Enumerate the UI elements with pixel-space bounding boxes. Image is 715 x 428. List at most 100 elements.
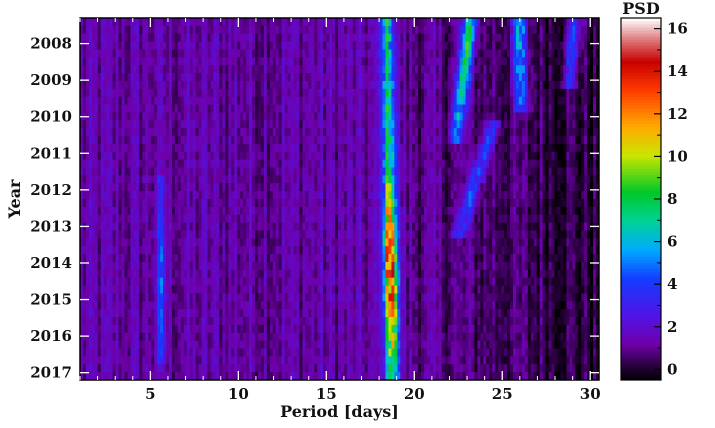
heatmap-cell [329, 104, 333, 113]
heatmap-cell [204, 25, 208, 35]
heatmap-cell [400, 183, 404, 192]
heatmap-cell [557, 151, 561, 161]
heatmap-cell [222, 33, 226, 43]
heatmap-cell [539, 167, 544, 176]
heatmap-cell [492, 159, 496, 168]
heatmap-cell [444, 167, 449, 176]
heatmap-cell [213, 120, 217, 129]
heatmap-cell [340, 214, 345, 224]
heatmap-cell [275, 41, 280, 50]
heatmap-cell [504, 57, 508, 66]
heatmap-cell [512, 214, 517, 224]
heatmap-cell [438, 191, 443, 200]
heatmap-cell [587, 159, 591, 168]
heatmap-cell [379, 25, 383, 35]
heatmap-cell [249, 112, 253, 121]
heatmap-cell [510, 175, 514, 184]
heatmap-cell [192, 88, 197, 98]
heatmap-cell [174, 25, 179, 35]
heatmap-cell [88, 49, 93, 58]
heatmap-cell [145, 33, 149, 43]
heatmap-cell [426, 73, 431, 82]
heatmap-cell [340, 175, 345, 184]
heatmap-cell [335, 222, 339, 231]
heatmap-cell [290, 230, 294, 239]
heatmap-cell [151, 238, 155, 247]
heatmap-cell [299, 112, 303, 121]
heatmap-cell [166, 73, 170, 82]
heatmap-cell [572, 65, 576, 74]
heatmap-cell [317, 112, 321, 121]
heatmap-cell [545, 214, 549, 224]
heatmap-cell [397, 128, 401, 137]
heatmap-cell [536, 18, 541, 27]
heatmap-cell [118, 57, 122, 66]
heatmap-cell [483, 143, 487, 153]
heatmap-cell [290, 136, 294, 145]
heatmap-cell [237, 143, 241, 153]
heatmap-cell [260, 199, 265, 208]
heatmap-cell [367, 96, 372, 105]
heatmap-cell [112, 191, 116, 200]
heatmap-cell [569, 136, 573, 145]
heatmap-cell [447, 41, 452, 50]
heatmap-cell [94, 214, 99, 224]
heatmap-cell [575, 80, 579, 90]
heatmap-cell [234, 183, 238, 192]
heatmap-cell [477, 183, 481, 192]
heatmap-cell [139, 25, 143, 35]
heatmap-cell [578, 230, 582, 239]
heatmap-cell [118, 183, 122, 192]
heatmap-cell [287, 18, 291, 27]
heatmap-cell [180, 41, 185, 50]
heatmap-cell [518, 175, 523, 184]
heatmap-cell [542, 88, 547, 98]
heatmap-cell [118, 238, 122, 247]
heatmap-cell [527, 96, 532, 105]
heatmap-cell [355, 199, 360, 208]
heatmap-cell [148, 25, 152, 35]
heatmap-cell [198, 238, 202, 247]
heatmap-cell [275, 104, 280, 113]
heatmap-cell [296, 175, 300, 184]
heatmap-cell [400, 199, 404, 208]
heatmap-cell [231, 25, 235, 35]
heatmap-cell [254, 151, 259, 161]
heatmap-cell [186, 191, 191, 200]
heatmap-cell [151, 65, 155, 74]
heatmap-cell [180, 104, 185, 113]
heatmap-cell [317, 104, 321, 113]
heatmap-cell [257, 238, 262, 247]
heatmap-cell [593, 214, 597, 224]
heatmap-cell [459, 136, 463, 145]
heatmap-cell [554, 214, 558, 224]
heatmap-cell [367, 49, 372, 58]
heatmap-cell [468, 104, 472, 113]
heatmap-cell [462, 191, 466, 200]
heatmap-cell [542, 143, 547, 153]
heatmap-cell [195, 57, 200, 66]
heatmap-cell [596, 73, 599, 82]
heatmap-cell [530, 206, 535, 216]
heatmap-cell [332, 104, 336, 113]
heatmap-cell [578, 73, 582, 82]
heatmap-cell [335, 206, 339, 216]
heatmap-cell [311, 128, 315, 137]
heatmap-cell [566, 136, 570, 145]
heatmap-cell [201, 104, 205, 113]
heatmap-cell [557, 88, 561, 98]
heatmap-cell [450, 104, 455, 113]
heatmap-cell [278, 230, 283, 239]
heatmap-cell [349, 143, 354, 153]
heatmap-cell [581, 49, 585, 58]
heatmap-cell [462, 65, 466, 74]
heatmap-cell [157, 191, 161, 200]
heatmap-cell [539, 222, 544, 231]
heatmap-cell [266, 199, 271, 208]
heatmap-cell [394, 96, 398, 105]
heatmap-cell [323, 199, 327, 208]
heatmap-cell [424, 104, 428, 113]
heatmap-cell [361, 18, 366, 27]
heatmap-cell [201, 33, 205, 43]
heatmap-cell [335, 238, 339, 247]
